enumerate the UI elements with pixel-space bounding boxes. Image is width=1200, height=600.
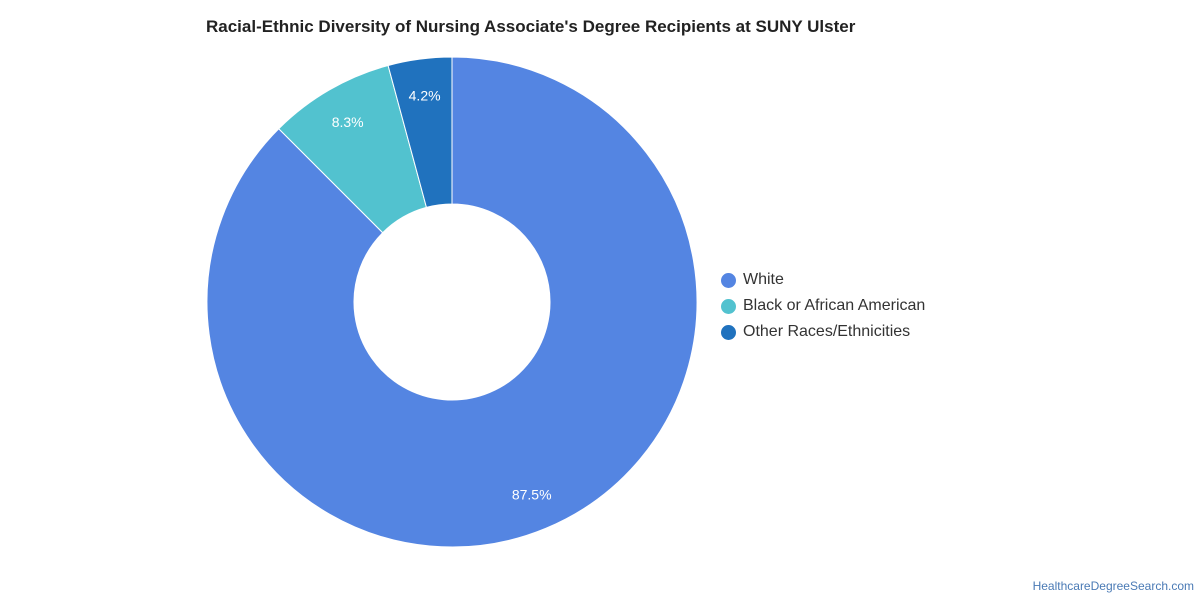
- slice-white[interactable]: [206, 56, 698, 548]
- chart-title: Racial-Ethnic Diversity of Nursing Assoc…: [206, 17, 856, 36]
- slice-label: 87.5%: [512, 486, 552, 502]
- legend-item[interactable]: White: [721, 267, 925, 293]
- legend-item[interactable]: Black or African American: [721, 293, 925, 319]
- legend-label: White: [743, 271, 784, 288]
- legend-label: Black or African American: [743, 297, 926, 314]
- legend-swatch: [721, 272, 736, 288]
- legend: White Black or African American Other Race…: [721, 267, 925, 345]
- legend-item[interactable]: Other Races/Ethnicities: [721, 319, 925, 345]
- slice-other-races-ethnicities[interactable]: [387, 56, 453, 209]
- legend-swatch: [721, 324, 736, 340]
- legend-label: Other Races/Ethnicities: [743, 323, 911, 340]
- legend-swatch: [721, 298, 736, 314]
- slice-label: 8.3%: [332, 114, 364, 130]
- slice-label: 4.2%: [409, 88, 441, 104]
- source-credit[interactable]: HealthcareDegreeSearch.com: [1032, 579, 1194, 593]
